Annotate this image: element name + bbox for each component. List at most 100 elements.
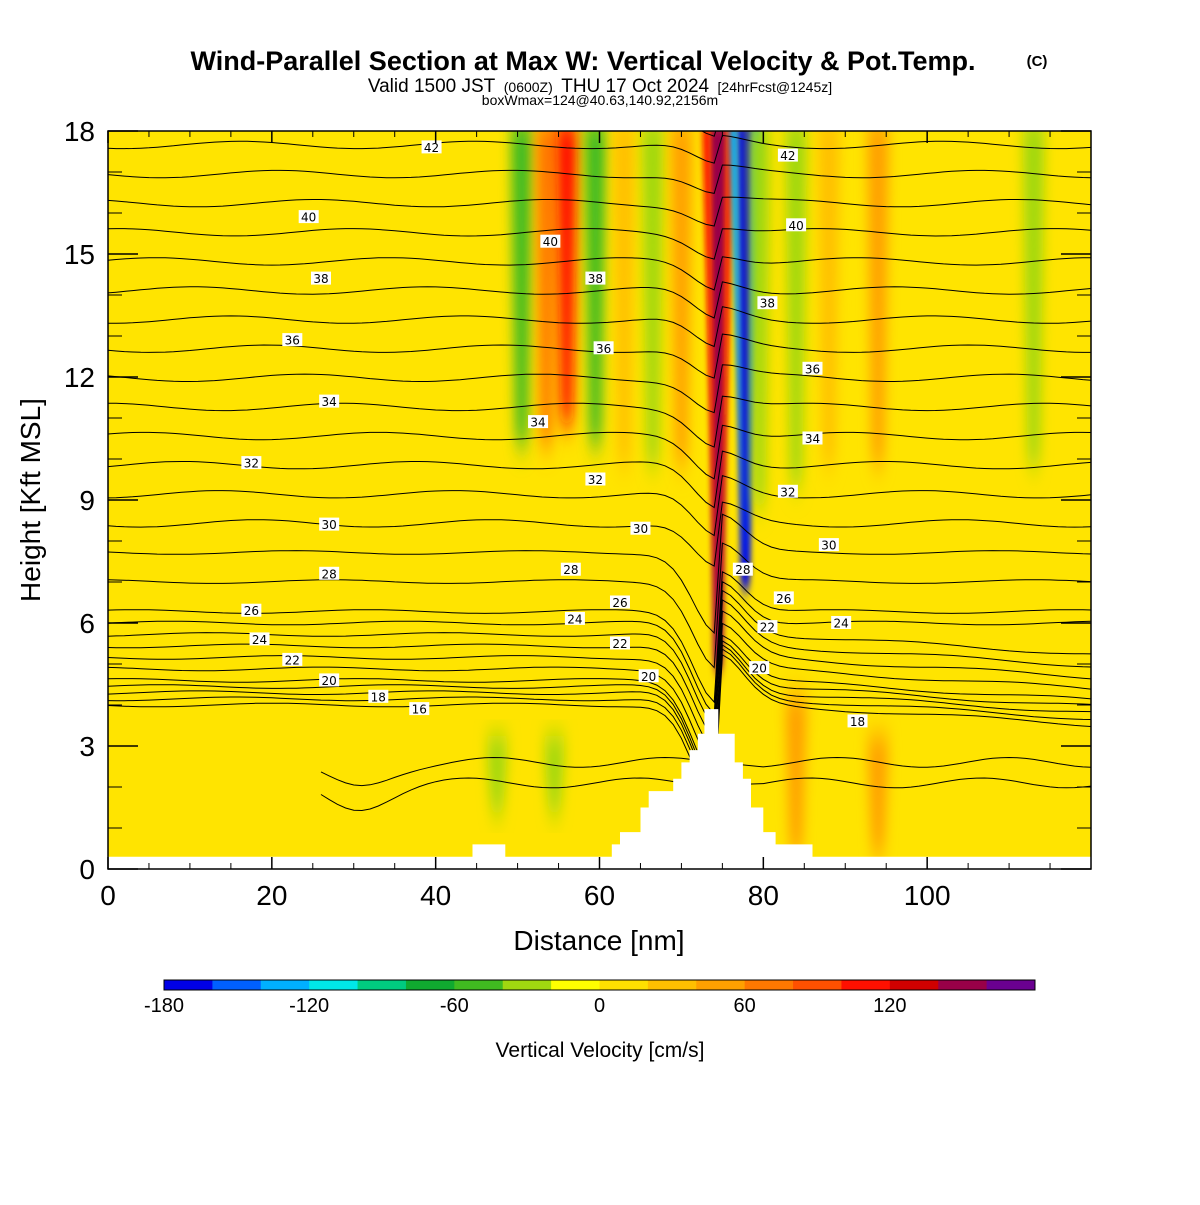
colorbar-swatch: [889, 980, 939, 990]
y-axis-label: Height [Kft MSL]: [15, 398, 46, 602]
contour-label-bg: [757, 620, 778, 634]
contour-label-bg: [749, 661, 770, 675]
contour-label: 26: [773, 591, 794, 606]
contour-label-text: 32: [244, 457, 259, 471]
contour-label-text: 32: [780, 485, 795, 499]
contour-label-text: 26: [612, 596, 627, 610]
theta-contour: [108, 622, 1091, 768]
contour-label: 40: [540, 234, 561, 249]
valid-date: THU 17 Oct 2024: [561, 76, 709, 97]
contour-label: 32: [585, 472, 606, 487]
contour-label: 16: [409, 702, 430, 717]
contour-label: 18: [847, 714, 868, 729]
contour-label-text: 26: [776, 592, 791, 606]
contour-label-bg: [528, 415, 549, 429]
velocity-band: [748, 131, 771, 509]
contour-label-bg: [777, 484, 798, 498]
contour-label-text: 28: [735, 563, 750, 577]
theta-contour: [108, 644, 1091, 794]
contour-label: 18: [368, 689, 389, 704]
contour-label-text: 20: [322, 674, 337, 688]
contour-label-bg: [319, 566, 340, 580]
contour-label: 34: [528, 415, 549, 430]
contour-label-bg: [802, 431, 823, 445]
velocity-band: [867, 131, 889, 468]
x-tick-label: 100: [904, 880, 951, 911]
contour-label-bg: [368, 689, 389, 703]
velocity-band: [584, 131, 607, 448]
velocity-band: [486, 736, 509, 817]
contour-label: 22: [282, 652, 303, 667]
contour-label-bg: [560, 562, 581, 576]
colorbar-tick-label: 60: [734, 995, 756, 1017]
theta-contour: [108, 580, 1091, 716]
contour-label: 26: [609, 595, 630, 610]
contour-label-text: 40: [301, 211, 316, 225]
contour-label-text: 20: [641, 670, 656, 684]
contour-label: 30: [818, 538, 839, 553]
colorbar-swatch: [744, 980, 794, 990]
colorbar-swatch: [938, 980, 988, 990]
contour-label-bg: [802, 361, 823, 375]
colorbar-tick-label: -120: [289, 995, 329, 1017]
colorbar-swatch: [212, 980, 262, 990]
colorbar-frame: [163, 979, 1036, 991]
contour-label-text: 36: [805, 362, 820, 376]
colorbar-tick-label: -180: [144, 995, 184, 1017]
contour-label-text: 22: [285, 653, 300, 667]
colorbar-swatch: [357, 980, 407, 990]
contour-label-text: 28: [322, 567, 337, 581]
colorbar-tick-label: -60: [440, 995, 469, 1017]
contour-label-bg: [298, 210, 319, 224]
contour-label-bg: [847, 714, 868, 728]
contour-label-text: 34: [805, 432, 820, 446]
theta-contour: [108, 653, 1091, 807]
contour-label-bg: [609, 636, 630, 650]
contour-label: 34: [319, 394, 340, 409]
contour-label: 20: [319, 673, 340, 688]
contour-label-text: 22: [760, 621, 775, 635]
contour-label-bg: [282, 652, 303, 666]
velocity-band: [670, 131, 693, 468]
contour-label-text: 24: [567, 612, 582, 626]
contour-label-bg: [319, 517, 340, 531]
velocity-band: [535, 131, 558, 448]
contour-label-text: 16: [412, 703, 427, 717]
contour-label-text: 22: [612, 637, 627, 651]
x-tick-label: 80: [748, 880, 779, 911]
copyright-mark: (C): [1027, 53, 1048, 70]
forecast-info: [24hrFcst@1245z]: [718, 79, 833, 95]
theta-contour: [108, 256, 1091, 291]
contour-label-bg: [757, 296, 778, 310]
contour-label-bg: [421, 140, 442, 154]
theta-contour: [108, 164, 1091, 194]
velocity-band-edge: [729, 131, 744, 582]
contour-label: 32: [777, 484, 798, 499]
theta-contour: [108, 395, 1091, 448]
contour-label: 42: [777, 148, 798, 163]
contour-label: 28: [732, 562, 753, 577]
contour-label: 38: [757, 296, 778, 311]
contour-label-text: 32: [588, 473, 603, 487]
contour-label-text: 24: [834, 617, 849, 631]
theta-contour-low: [320, 756, 1091, 787]
theta-contour: [108, 281, 1091, 319]
contour-label-bg: [732, 562, 753, 576]
colorbar-swatch: [164, 980, 213, 990]
y-tick-label: 12: [64, 362, 95, 393]
colorbar-tick-label: 0: [594, 995, 605, 1017]
valid-prefix: Valid 1500 JST: [368, 76, 496, 97]
contour-label-bg: [585, 271, 606, 285]
contour-label: 30: [630, 521, 651, 536]
theta-contour: [108, 196, 1091, 227]
contour-label-bg: [777, 148, 798, 162]
contour-label-bg: [630, 521, 651, 535]
x-tick-label: 60: [584, 880, 615, 911]
contour-label-bg: [310, 271, 331, 285]
contour-label-text: 40: [788, 219, 803, 233]
velocity-band: [543, 736, 566, 817]
contour-label-bg: [831, 616, 852, 629]
contour-label: 32: [241, 456, 262, 471]
colorbar-swatch: [309, 980, 359, 990]
